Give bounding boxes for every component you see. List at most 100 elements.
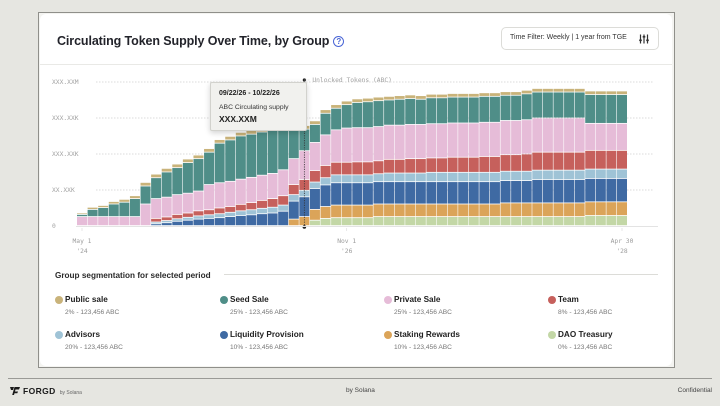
bar-segment-team <box>225 206 236 212</box>
bar-stack[interactable] <box>606 91 617 226</box>
bar-stack[interactable] <box>511 92 522 226</box>
bar-stack[interactable] <box>246 130 257 226</box>
question-circle-icon[interactable]: ? <box>333 36 345 47</box>
bar-stack[interactable] <box>521 90 532 226</box>
bar-segment-private-sale <box>193 191 204 211</box>
bar-stack[interactable] <box>532 88 543 226</box>
bar-stack[interactable] <box>288 115 299 226</box>
bar-stack[interactable] <box>331 105 342 226</box>
bar-stack[interactable] <box>405 95 416 226</box>
bar-stack[interactable] <box>384 96 395 226</box>
stacked-bar-chart[interactable]: 0 XX.XXK XXX.XXK XXX.XXK XXX.XXM Unlocked To… <box>40 65 672 265</box>
bar-segment-private-sale <box>468 123 479 157</box>
bar-stack[interactable] <box>129 196 140 226</box>
bar-segment-private-sale <box>585 123 596 150</box>
bar-stack[interactable] <box>77 213 87 226</box>
bar-segment-liquidity-provision <box>468 182 479 204</box>
bar-segment-team <box>362 162 373 175</box>
bar-stack[interactable] <box>553 88 564 226</box>
bar-segment-seed-sale <box>489 96 500 122</box>
bar-segment-advisors <box>384 173 395 182</box>
bar-stack[interactable] <box>595 91 606 226</box>
bar-segment-team <box>437 158 447 172</box>
bar-stack[interactable] <box>257 128 267 226</box>
bar-stack[interactable] <box>309 121 320 226</box>
bar-stack[interactable] <box>161 168 172 226</box>
bar-segment-liquidity-provision <box>257 214 267 226</box>
bar-stack[interactable] <box>172 164 183 226</box>
bar-stack[interactable] <box>447 93 458 226</box>
bar-segment-liquidity-provision <box>161 223 172 226</box>
bar-stack[interactable] <box>98 205 109 226</box>
bar-segment-advisors <box>373 174 384 182</box>
legend-item-team[interactable]: Team 8% - 123,456 ABC <box>548 295 708 321</box>
bar-segment-public-sale <box>98 205 109 208</box>
bar-stack[interactable] <box>267 127 278 226</box>
bar-stack[interactable] <box>341 101 352 226</box>
bar-segment-seed-sale <box>384 100 395 125</box>
bar-segment-public-sale <box>489 93 500 96</box>
x-tick-year-label: '24 <box>76 248 88 255</box>
bar-segment-team <box>415 159 426 173</box>
bar-segment-dao-treasury <box>458 217 469 226</box>
bar-segment-advisors <box>606 169 617 179</box>
bar-stack[interactable] <box>87 207 98 226</box>
bar-stack[interactable] <box>437 94 447 226</box>
legend-name: Private Sale <box>394 295 441 304</box>
bar-segment-public-sale <box>140 182 151 186</box>
bar-stack[interactable] <box>119 199 130 226</box>
bar-segment-liquidity-provision <box>288 201 299 219</box>
bar-segment-dao-treasury <box>352 218 363 226</box>
bar-stack[interactable] <box>204 148 215 226</box>
bar-stack[interactable] <box>140 182 151 226</box>
bar-stack[interactable] <box>182 159 193 226</box>
legend-item-liquidity-provision[interactable]: Liquidity Provision 10% - 123,456 ABC <box>220 330 380 356</box>
bar-stack[interactable] <box>214 139 225 226</box>
bar-segment-dao-treasury <box>341 218 352 226</box>
bar-stack[interactable] <box>278 119 289 226</box>
bar-stack[interactable] <box>468 93 479 226</box>
bar-segment-advisors <box>161 220 172 223</box>
bar-segment-private-sale <box>617 123 627 150</box>
legend-item-staking-rewards[interactable]: Staking Rewards 10% - 123,456 ABC <box>384 330 544 356</box>
bar-stack[interactable] <box>500 92 511 226</box>
bar-stack[interactable] <box>564 88 575 226</box>
bar-stack[interactable] <box>235 132 246 226</box>
bar-segment-team <box>479 156 490 172</box>
bar-segment-private-sale <box>182 193 193 213</box>
bar-stack[interactable] <box>617 91 627 226</box>
bar-segment-advisors <box>585 169 596 179</box>
bar-stack[interactable] <box>542 88 553 226</box>
bar-segment-advisors <box>246 210 257 215</box>
bar-stack[interactable] <box>108 201 119 226</box>
bar-stack[interactable] <box>320 110 331 226</box>
bar-stack[interactable] <box>151 174 162 226</box>
brand-logo: FORGD by Solana <box>10 386 82 396</box>
legend-item-advisors[interactable]: Advisors 20% - 123,456 ABC <box>55 330 215 356</box>
legend-item-dao-treasury[interactable]: DAO Treasury 0% - 123,456 ABC <box>548 330 708 356</box>
bar-stack[interactable] <box>225 136 236 226</box>
bar-stack[interactable] <box>415 96 426 226</box>
bar-stack[interactable] <box>362 98 373 226</box>
bar-segment-seed-sale <box>352 102 363 128</box>
bar-segment-liquidity-provision <box>500 181 511 203</box>
time-filter-button[interactable]: Time Filter: Weekly | 1 year from TGE <box>501 27 659 50</box>
bar-stack[interactable] <box>426 94 437 226</box>
legend-item-seed-sale[interactable]: Seed Sale 25% - 123,456 ABC <box>220 295 380 321</box>
bar-stack[interactable] <box>489 93 500 226</box>
bar-stack[interactable] <box>193 155 204 226</box>
bar-segment-dao-treasury <box>606 215 617 226</box>
bar-segment-private-sale <box>352 128 363 162</box>
bar-stack[interactable] <box>352 99 363 226</box>
bar-stack[interactable] <box>394 96 405 226</box>
bar-stack[interactable] <box>479 93 490 226</box>
bar-stack[interactable] <box>373 97 384 226</box>
bar-segment-private-sale <box>521 120 532 154</box>
bar-segment-private-sale <box>225 181 236 207</box>
legend-item-public-sale[interactable]: Public sale 2% - 123,456 ABC <box>55 295 215 321</box>
bar-stack[interactable] <box>585 91 596 226</box>
legend-item-private-sale[interactable]: Private Sale 25% - 123,456 ABC <box>384 295 544 321</box>
bar-stack[interactable] <box>574 88 585 226</box>
bar-segment-seed-sale <box>405 98 416 125</box>
bar-stack[interactable] <box>458 93 469 226</box>
